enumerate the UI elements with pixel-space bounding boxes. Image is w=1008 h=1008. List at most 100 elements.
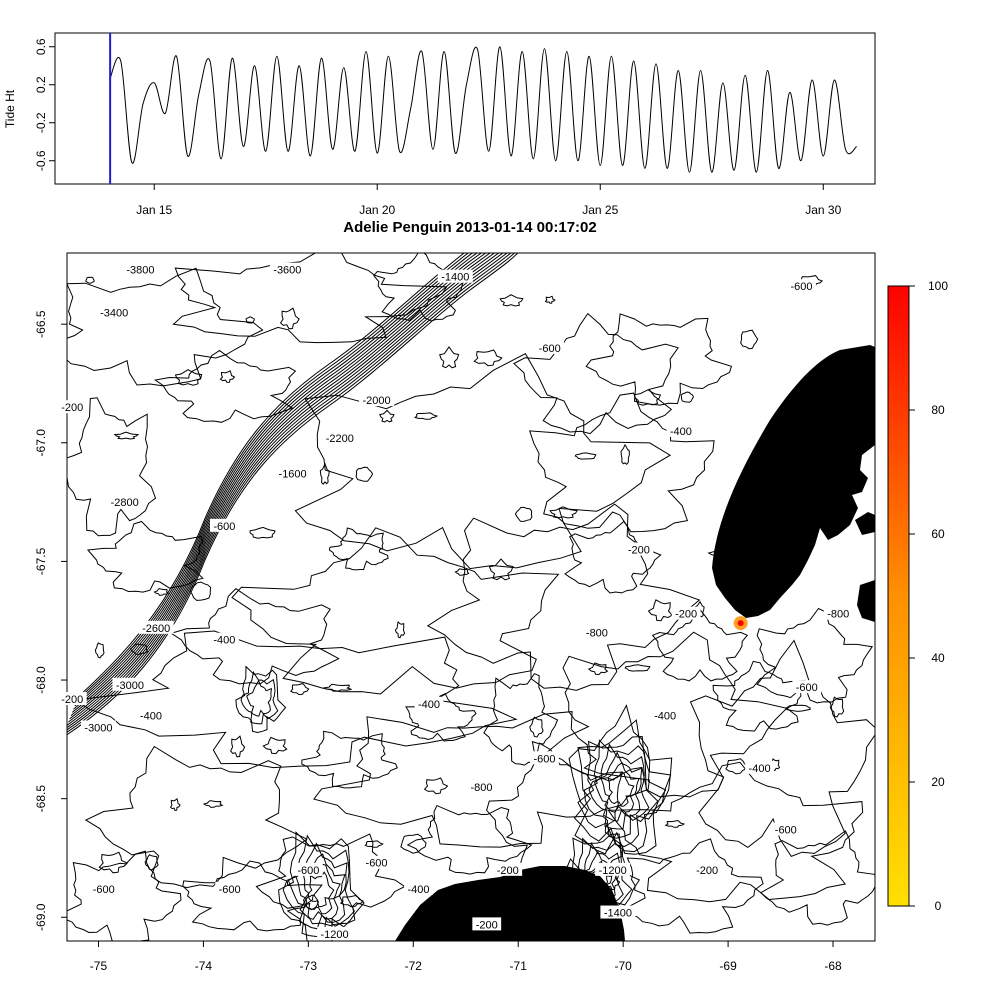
contour-line xyxy=(626,838,764,934)
contour-label: -2600 xyxy=(142,623,170,635)
contour-line xyxy=(302,863,341,915)
contour-line xyxy=(423,777,449,795)
contour-line xyxy=(607,761,864,903)
contour-line xyxy=(568,704,673,855)
contour-line xyxy=(513,312,679,435)
contour-label-bg xyxy=(745,760,774,774)
tide-series-line xyxy=(109,46,858,173)
contour-label-bg xyxy=(89,881,119,895)
contour-line xyxy=(67,253,516,733)
contour-label-bg xyxy=(666,423,696,437)
colorbar-tick-label: 20 xyxy=(931,775,945,789)
contour-label: -400 xyxy=(213,635,235,647)
contour-line xyxy=(67,267,264,387)
contour-line xyxy=(712,660,806,732)
contour-line xyxy=(574,452,597,460)
land-islet xyxy=(855,512,875,535)
contour-label: -400 xyxy=(140,711,162,723)
contour-line xyxy=(67,850,182,941)
contour-line xyxy=(573,719,672,853)
map-y-tick-label: -67.0 xyxy=(34,429,48,457)
contour-line xyxy=(129,643,149,655)
map-x-tick-label: -75 xyxy=(90,959,108,973)
contour-label-bg xyxy=(80,720,116,734)
contour-label: -1400 xyxy=(604,908,632,920)
contour-label-bg xyxy=(112,677,148,691)
contour-label-bg xyxy=(493,862,523,876)
contour-label: -600 xyxy=(213,521,235,533)
contour-label: -600 xyxy=(93,884,115,896)
contour-line xyxy=(756,607,874,704)
contour-line xyxy=(740,329,759,350)
contour-label-bg xyxy=(771,822,801,836)
contour-line xyxy=(529,716,544,738)
contour-label-bg xyxy=(57,400,87,414)
contour-line xyxy=(454,568,470,576)
tide-x-tick-label: Jan 20 xyxy=(359,203,395,217)
contour-label-bg xyxy=(650,708,680,722)
contour-line xyxy=(153,588,170,596)
contour-line xyxy=(182,860,323,932)
contour-line xyxy=(154,349,297,423)
contour-line xyxy=(400,833,427,854)
contour-label-bg xyxy=(472,917,502,931)
contour-line xyxy=(282,834,355,938)
tide-y-axis-label: Tide Ht xyxy=(3,89,17,128)
map-y-axis: -66.5 -67.0 -67.5 -68.0 -68.5 -69.0 xyxy=(34,310,67,931)
contour-label-bg xyxy=(275,466,311,480)
contour-line xyxy=(564,520,662,594)
contour-label-bg xyxy=(359,393,395,407)
contour-line xyxy=(294,353,672,570)
contour-label: -600 xyxy=(539,343,561,355)
contour-label: -400 xyxy=(749,763,771,775)
contour-label: -3800 xyxy=(126,265,154,277)
contour-line xyxy=(328,527,389,571)
contour-line xyxy=(246,679,272,717)
tide-y-tick-label: 0.2 xyxy=(34,76,48,93)
colorbar-gradient xyxy=(887,285,910,907)
map-x-tick-label: -71 xyxy=(510,959,528,973)
contour-line xyxy=(439,346,460,369)
contour-label-bg xyxy=(96,305,132,319)
contour-line xyxy=(113,431,140,440)
contour-label-bg xyxy=(210,518,239,532)
contour-label-bg xyxy=(122,262,158,276)
contour-line xyxy=(172,253,448,344)
contour-line xyxy=(607,771,635,807)
contour-line xyxy=(829,696,845,718)
map-x-tick-label: -69 xyxy=(719,959,737,973)
contour-label-bg xyxy=(107,495,143,509)
contour-label: -3400 xyxy=(100,307,128,319)
contour-label: -800 xyxy=(470,782,492,794)
contour-line xyxy=(249,526,276,539)
contour-label-bg xyxy=(467,779,496,793)
contour-line xyxy=(84,745,308,889)
contour-line xyxy=(144,854,159,871)
tide-plot-frame xyxy=(54,32,876,185)
contour-label: -600 xyxy=(366,858,388,870)
contour-line xyxy=(585,313,733,406)
map-x-tick-label: -70 xyxy=(614,959,632,973)
map-plot-frame xyxy=(66,252,876,942)
contour-label: -400 xyxy=(670,426,692,438)
land-alexander-island xyxy=(395,866,625,941)
colorbar-tick-label: 100 xyxy=(928,279,948,293)
map-panel: -3800 -3600 -3400 -1400 -600 -600 -200 -2000 -22… xyxy=(34,252,876,973)
contour-line xyxy=(301,730,398,789)
contour-label: -1200 xyxy=(321,929,349,941)
contour-line xyxy=(240,670,279,725)
contour-line xyxy=(231,527,560,695)
contour-line xyxy=(319,462,330,485)
contour-line xyxy=(75,253,474,704)
contour-line xyxy=(785,704,811,712)
contour-line xyxy=(77,253,469,700)
contour-line xyxy=(488,558,514,581)
colorbar-tick-label: 60 xyxy=(931,527,945,541)
contour-label: -2800 xyxy=(111,497,139,509)
contour-line xyxy=(78,253,465,697)
contour-line xyxy=(499,294,524,307)
contour-line xyxy=(588,743,650,830)
tide-y-axis: -0.6 -0.2 0.2 0.6 xyxy=(34,38,55,171)
contour-label-bg xyxy=(215,881,245,895)
contour-line xyxy=(279,307,300,330)
